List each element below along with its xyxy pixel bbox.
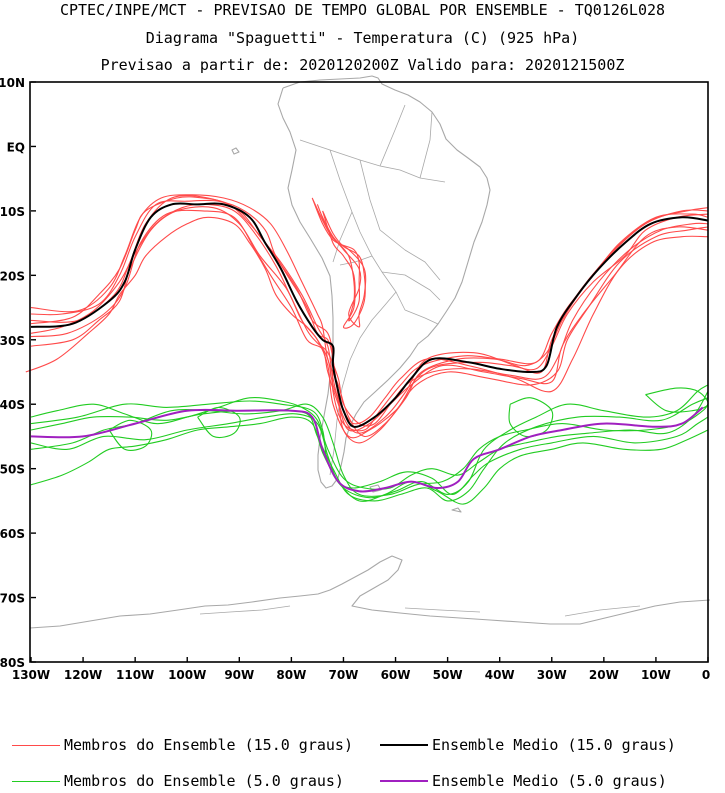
lat-tick-label: 10N	[0, 76, 25, 90]
ensemble-member-5-line-4	[30, 403, 709, 497]
lon-tick-label: 30W	[537, 668, 567, 682]
lon-tick-label: 100W	[168, 668, 206, 682]
lon-tick-label: 60W	[381, 668, 411, 682]
coastline-layer	[29, 75, 711, 629]
lon-tick-label: 90W	[224, 668, 254, 682]
chart-title-line-1: CPTEC/INPE/MCT - PREVISAO DE TEMPO GLOBA…	[59, 1, 666, 19]
galapagos-islands	[231, 147, 240, 155]
ensemble-members-5-layer	[30, 384, 709, 505]
ensemble-member-5-line-6	[30, 391, 709, 490]
lon-tick-label: 130W	[12, 668, 50, 682]
lon-tick-label: 110W	[116, 668, 154, 682]
legend-swatch-black	[380, 744, 428, 746]
lat-tick-label: 70S	[0, 592, 25, 606]
lat-tick-label: 80S	[0, 656, 25, 670]
lon-tick-label: 120W	[64, 668, 102, 682]
legend-label-black: Ensemble Medio (15.0 graus)	[432, 736, 676, 754]
south-georgia	[451, 507, 462, 513]
lon-tick-label: 80W	[276, 668, 306, 682]
lon-tick-label: 0	[702, 668, 710, 682]
legend-swatch-green	[12, 780, 60, 782]
ice-shelf-outline	[199, 605, 641, 617]
legend-label-green: Membros do Ensemble (5.0 graus)	[64, 772, 344, 790]
ensemble-member-15-line-5	[30, 194, 709, 437]
ensemble-member-15-line-10	[322, 210, 366, 329]
lon-tick-label: 40W	[485, 668, 515, 682]
lat-tick-label: EQ	[7, 140, 25, 154]
ensemble-member-15-line-11	[25, 216, 709, 425]
ensemble-member-15-line-6	[30, 203, 709, 427]
legend-swatch-red	[12, 744, 60, 746]
ensemble-members-15-layer	[25, 194, 709, 444]
lon-tick-label: 10W	[641, 668, 671, 682]
ensemble-member-15-line-7	[30, 196, 709, 444]
longitude-axis: 130W 120W 110W 100W 90W 80W 70W 60W 50W 40W 30W 20W…	[12, 657, 710, 682]
lat-tick-label: 40S	[0, 398, 25, 412]
lon-tick-label: 70W	[328, 668, 358, 682]
legend-purple-mean: Ensemble Medio (5.0 graus)	[380, 769, 667, 793]
latitude-axis: 10N EQ 10S 20S 30S 40S 50S 60S 70S 80S	[0, 76, 36, 670]
south-america-coastline	[277, 75, 491, 489]
ensemble-mean-layer	[30, 202, 709, 493]
ensemble-member-15-line-2	[30, 209, 709, 432]
lat-tick-label: 50S	[0, 463, 25, 477]
lon-tick-label: 50W	[433, 668, 463, 682]
ensemble-member-5-line-9	[508, 397, 554, 438]
ensemble-member-5-line-2	[30, 413, 709, 495]
legend-black-mean: Ensemble Medio (15.0 graus)	[380, 733, 676, 757]
ensemble-mean-15-line	[30, 202, 709, 428]
ensemble-member-15-line-9	[311, 197, 367, 328]
legend-label-purple: Ensemble Medio (5.0 graus)	[432, 772, 667, 790]
chart-title-line-2: Diagrama "Spaguetti" - Temperatura (C) (…	[145, 29, 580, 47]
lat-tick-label: 60S	[0, 527, 25, 541]
ensemble-member-5-line-7	[108, 419, 153, 451]
legend-label-red: Membros do Ensemble (15.0 graus)	[64, 736, 353, 754]
ensemble-member-5-line-3	[30, 397, 709, 502]
lat-tick-label: 30S	[0, 334, 25, 348]
ensemble-member-5-line-5	[30, 416, 709, 505]
lon-tick-label: 20W	[589, 668, 619, 682]
chart-title-line-3: Previsao a partir de: 2020120200Z Valido…	[100, 56, 625, 74]
map-frame	[29, 81, 709, 663]
legend-green-members: Membros do Ensemble (5.0 graus)	[12, 769, 344, 793]
ensemble-member-15-line-4	[30, 206, 709, 439]
lat-tick-label: 10S	[0, 205, 25, 219]
lat-tick-label: 20S	[0, 269, 25, 283]
legend-red-members: Membros do Ensemble (15.0 graus)	[12, 733, 353, 757]
ensemble-mean-5-line	[30, 406, 704, 493]
antarctica-coastline	[29, 555, 711, 629]
ensemble-member-5-line-1	[30, 384, 709, 499]
legend-swatch-purple	[380, 780, 428, 782]
ensemble-member-5-line-8	[197, 406, 241, 439]
map-plot: 10N EQ 10S 20S 30S 40S 50S 60S 70S 80S 130W 120W 11…	[0, 75, 711, 682]
